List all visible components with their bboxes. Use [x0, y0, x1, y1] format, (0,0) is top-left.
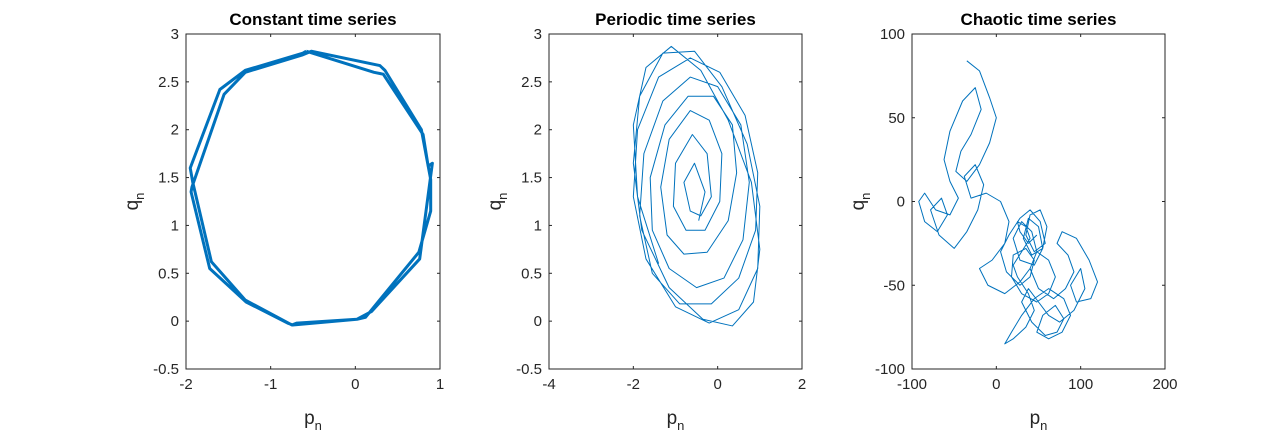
- y-tick-label: 1: [534, 217, 542, 234]
- y-tick-label: 50: [888, 110, 905, 127]
- y-tick-label: 1.5: [158, 170, 179, 187]
- axes-box: [185, 33, 441, 370]
- x-tick-label: -2: [627, 376, 640, 393]
- y-tick-label: -50: [883, 277, 905, 294]
- chart-title: Chaotic time series: [961, 10, 1117, 29]
- y-tick-label: 1: [171, 217, 179, 234]
- series-line-1: [632, 45, 761, 327]
- x-axis-label: pn: [1030, 408, 1048, 433]
- y-tick-label: 0.5: [158, 265, 179, 282]
- y-tick-label: 3: [171, 26, 179, 43]
- series-line-1: [188, 49, 434, 327]
- y-tick-label: 100: [880, 26, 905, 43]
- y-tick-label: 1.5: [521, 170, 542, 187]
- x-tick-label: -2: [179, 376, 192, 393]
- chart-panel-1: -2 -1 0 1 -0.5 0 0.5 1 1.5 2 2.5 3 Constant time ser…: [122, 10, 444, 433]
- x-tick-label: 0: [713, 376, 721, 393]
- x-tick-label: 100: [1068, 376, 1093, 393]
- y-tick-label: 2.5: [521, 74, 542, 91]
- x-axis-label: pn: [304, 408, 322, 433]
- y-tick-label: 0.5: [521, 265, 542, 282]
- y-tick-label: 0: [534, 313, 542, 330]
- y-tick-label: 0: [171, 313, 179, 330]
- x-tick-label: 0: [992, 376, 1000, 393]
- chart-panel-3: -100 0 100 200 -100 -50 0 50 100 Chaotic time ser…: [848, 10, 1178, 433]
- series-line-1: [918, 60, 1099, 345]
- x-tick-label: -1: [264, 376, 277, 393]
- x-tick-label: 2: [798, 376, 806, 393]
- x-tick-label: 0: [351, 376, 359, 393]
- chart-panel-2: -4 -2 0 2 -0.5 0 0.5 1 1.5 2 2.5 3 Periodic time ser…: [485, 10, 806, 433]
- x-axis-label: pn: [667, 408, 685, 433]
- y-axis-label: qn: [122, 193, 147, 211]
- chart-title: Periodic time series: [595, 10, 756, 29]
- chart-title: Constant time series: [229, 10, 396, 29]
- y-axis-label: qn: [485, 193, 510, 211]
- x-tick-label: -4: [542, 376, 555, 393]
- y-tick-label: 3: [534, 26, 542, 43]
- y-tick-label: 2: [171, 122, 179, 139]
- y-axis-label: qn: [848, 193, 873, 211]
- x-tick-label: -100: [897, 376, 927, 393]
- y-tick-label: -0.5: [516, 361, 542, 378]
- y-tick-label: -100: [875, 361, 905, 378]
- x-tick-label: 1: [436, 376, 444, 393]
- y-tick-label: 2: [534, 122, 542, 139]
- x-tick-label: 200: [1152, 376, 1177, 393]
- y-tick-label: 0: [897, 194, 905, 211]
- y-tick-label: 2.5: [158, 74, 179, 91]
- y-tick-label: -0.5: [153, 361, 179, 378]
- axes-box: [548, 33, 803, 370]
